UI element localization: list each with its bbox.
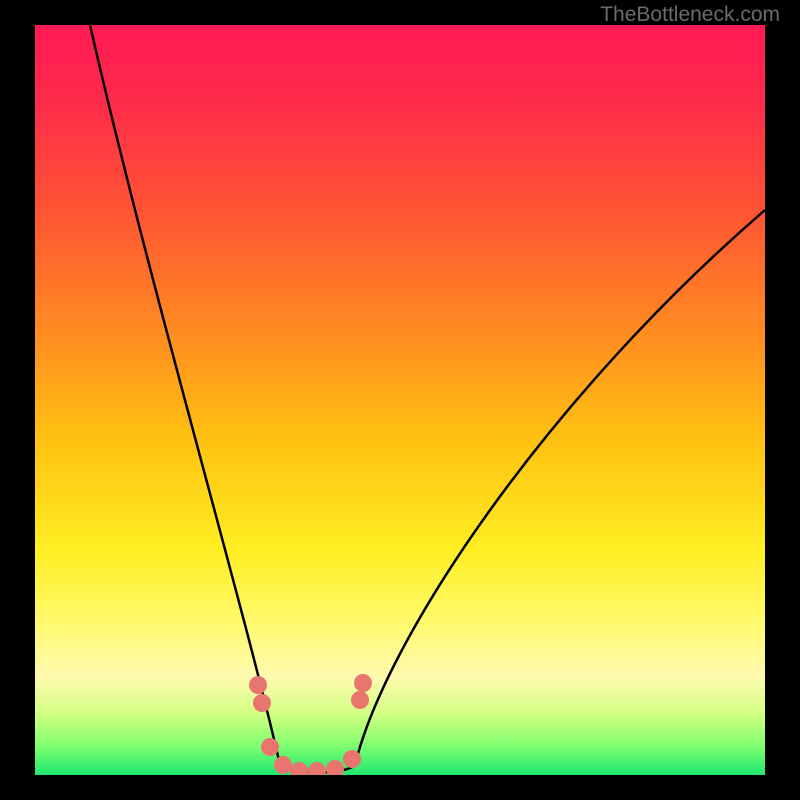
data-marker — [343, 750, 361, 768]
data-marker — [249, 676, 267, 694]
data-marker — [274, 756, 292, 774]
data-marker — [261, 738, 279, 756]
data-marker — [351, 691, 369, 709]
data-marker — [354, 674, 372, 692]
gradient-background — [35, 25, 765, 775]
data-marker — [253, 694, 271, 712]
chart-svg — [35, 25, 765, 775]
chart-container: TheBottleneck.com — [0, 0, 800, 800]
watermark-text: TheBottleneck.com — [600, 3, 780, 27]
plot-area — [35, 25, 765, 775]
